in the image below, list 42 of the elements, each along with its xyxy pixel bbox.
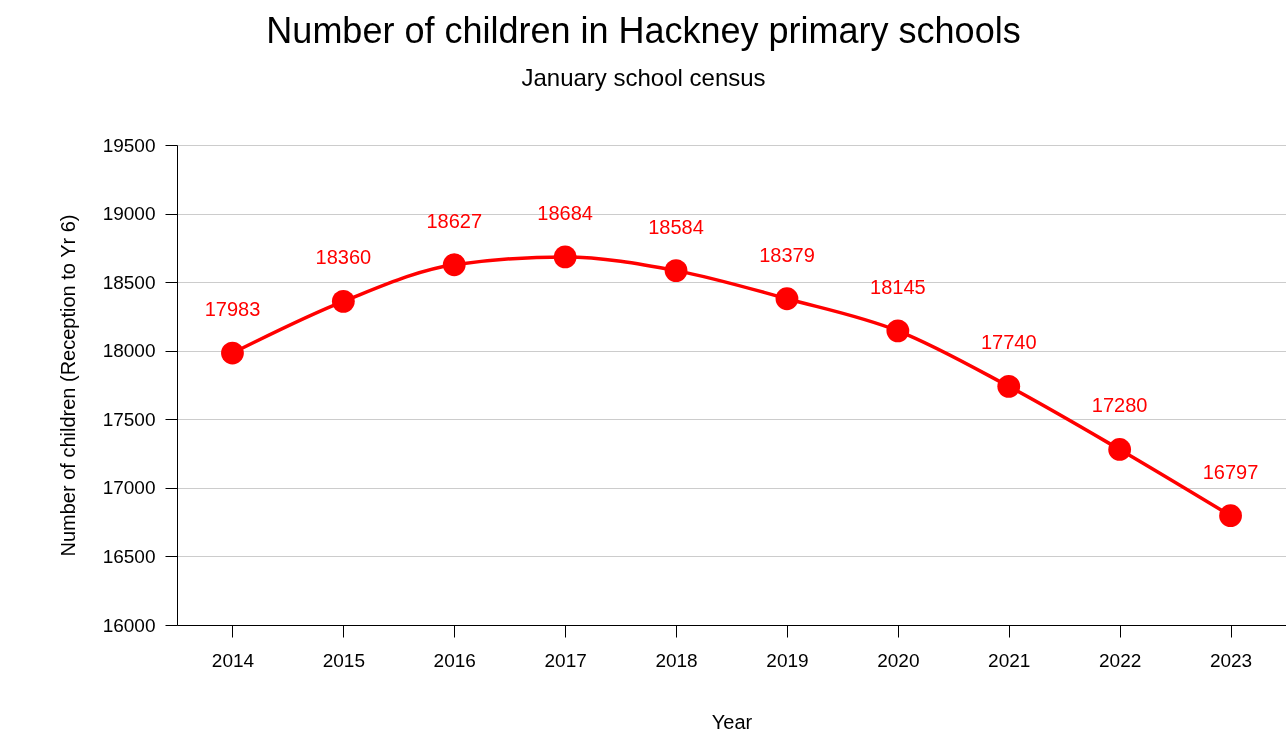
y-tick-label: 19500: [102, 134, 156, 156]
data-label: 18145: [870, 275, 926, 298]
x-tick-label: 2015: [322, 649, 365, 671]
y-tick-label: 18000: [102, 340, 156, 362]
point: [331, 289, 355, 313]
point: [997, 374, 1021, 398]
y-tick-label: 19000: [102, 203, 156, 225]
x-tick-label: 2022: [1099, 649, 1142, 671]
y-tick-label: 17000: [102, 477, 156, 499]
x-tick-label: 2018: [655, 649, 698, 671]
data-label: 18360: [315, 246, 372, 269]
point: [886, 319, 910, 343]
x-axis-title: Year: [711, 710, 753, 733]
x-tick-label: 2014: [211, 649, 255, 671]
point: [1219, 504, 1242, 528]
point: [442, 253, 466, 277]
data-label: 18379: [759, 243, 815, 266]
y-axis-title: Number of children (Reception to Yr 6): [56, 214, 79, 557]
data-label: 17740: [980, 331, 1037, 354]
y-tick-label: 16000: [102, 614, 156, 636]
data-label: 18627: [426, 209, 483, 232]
x-tick-label: 2023: [1209, 649, 1253, 671]
chart-subtitle: January school census: [521, 64, 766, 91]
point: [553, 245, 577, 269]
x-tick-label: 2020: [877, 649, 920, 671]
point: [664, 259, 688, 282]
data-label: 18684: [537, 201, 593, 224]
x-tick-label: 2017: [544, 649, 587, 671]
x-tick-label: 2016: [433, 649, 476, 671]
y-tick-label: 17500: [102, 408, 156, 430]
point: [221, 341, 244, 365]
x-tick-label: 2019: [766, 649, 809, 671]
data-label: 17983: [204, 298, 261, 321]
x-tick-label: 2021: [988, 649, 1031, 671]
y-tick-label: 18500: [102, 271, 156, 293]
data-label: 18584: [648, 215, 704, 238]
chart-title: Number of children in Hackney primary schools: [266, 10, 1021, 51]
point: [775, 287, 799, 311]
data-label: 16797: [1202, 460, 1259, 483]
point: [1108, 438, 1132, 461]
data-label: 17280: [1091, 394, 1148, 417]
y-tick-label: 16500: [102, 545, 156, 567]
